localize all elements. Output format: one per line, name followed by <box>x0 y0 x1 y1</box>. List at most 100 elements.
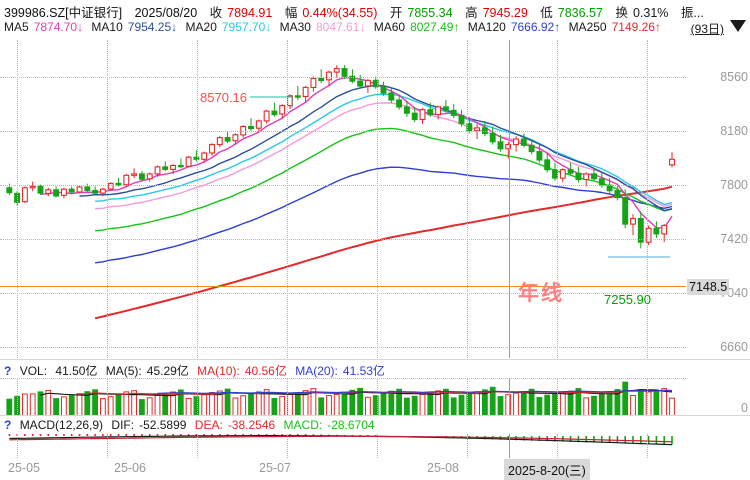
gridline-h <box>0 347 686 348</box>
volume-axis: 0 <box>686 360 750 416</box>
gridline-v <box>107 378 108 416</box>
gridline-v <box>107 40 108 358</box>
macd-plot[interactable] <box>0 434 686 458</box>
volume-ma5-label: MA(5): <box>105 364 142 378</box>
price-tick: 6660 <box>720 340 748 354</box>
gridline-v <box>287 378 288 416</box>
gridline-v <box>287 434 288 458</box>
turnover-label: 换 <box>615 6 628 20</box>
price-tick: 7420 <box>720 232 748 246</box>
volume-plot[interactable] <box>0 378 686 416</box>
help-icon[interactable]: ? <box>4 418 12 432</box>
macd-hist-value: -28.6704 <box>327 418 375 432</box>
close-value: 7894.91 <box>227 6 273 20</box>
macd-panel[interactable]: ? MACD(12,26,9) DIF: -52.5899 DEA: -38.254… <box>0 416 750 458</box>
current-price-tag: 7148.5 <box>687 279 730 295</box>
change-value: 0.44%(34.55) <box>302 6 378 20</box>
gridline-v <box>467 434 468 458</box>
price-panel[interactable]: 8570.16 7255.90 年线 8560 8180 7800 7420 7… <box>0 40 750 358</box>
quote-date: 2025/08/20 <box>134 6 198 20</box>
macd-hist-label: MACD: <box>283 418 323 432</box>
gridline-v <box>557 434 558 458</box>
price-tick: 8560 <box>720 70 748 84</box>
ma250-name: MA250 <box>568 20 607 34</box>
year-line-annotation: 年线 <box>518 282 564 305</box>
crosshair-vertical-line[interactable] <box>509 434 510 458</box>
ma20-name: MA20 <box>185 20 217 34</box>
high-value: 7945.29 <box>482 6 528 20</box>
ma10-name: MA10 <box>91 20 123 34</box>
low-label: 低 <box>540 6 553 20</box>
amplitude-label: 振... <box>680 6 704 20</box>
volume-caption: ? VOL: 41.50亿 MA(5): 45.29亿 MA(10): 40.56亿… <box>4 362 385 379</box>
ma120-value: 7666.92 <box>510 20 555 34</box>
crosshair-vertical-line[interactable] <box>509 40 510 358</box>
volume-ma20-label: MA(20): <box>295 364 338 378</box>
gridline-v <box>197 40 198 358</box>
volume-ma10-label: MA(10): <box>197 364 240 378</box>
ma250-arrow-icon: ↑ <box>654 20 661 34</box>
crosshair-vertical-line[interactable] <box>509 378 510 416</box>
macd-dif-value: -52.5899 <box>139 418 187 432</box>
volume-ma5-value: 45.29亿 <box>146 364 189 378</box>
open-value: 7855.34 <box>407 6 453 20</box>
change-label: 幅 <box>284 6 298 20</box>
ma60-name: MA60 <box>373 20 406 34</box>
open-label: 开 <box>389 6 403 20</box>
gridline-v <box>647 378 648 416</box>
gridline-v <box>197 434 198 458</box>
time-tick: 25-07 <box>259 461 291 475</box>
ma60-arrow-icon: ↑ <box>453 20 460 34</box>
current-price-line <box>0 286 686 287</box>
time-tick: 25-06 <box>114 461 146 475</box>
period-selector[interactable]: (93日) <box>690 22 724 36</box>
volume-ma20-value: 41.53亿 <box>342 364 385 378</box>
low-value: 7836.57 <box>557 6 603 20</box>
ma30-arrow-icon: ↓ <box>359 20 366 34</box>
gridline-h <box>0 131 686 132</box>
macd-title: MACD(12,26,9) <box>19 418 104 432</box>
ma10-value: 7954.25 <box>127 20 172 34</box>
ma10-arrow-icon: ↓ <box>171 20 178 34</box>
ma-legend-row: MA5 7874.70↓ MA10 7954.25↓ MA20 7957.70↓ MA… <box>4 20 750 34</box>
gridline-h <box>0 378 686 379</box>
volume-panel[interactable]: ? VOL: 41.50亿 MA(5): 45.29亿 MA(10): 40.56亿… <box>0 360 750 416</box>
ma5-name: MA5 <box>4 20 29 34</box>
gridline-v <box>197 378 198 416</box>
time-axis[interactable]: 25-05 25-06 25-07 25-08 2025-8-20(三) <box>0 458 750 480</box>
crosshair-date-tag: 2025-8-20(三) <box>504 459 590 480</box>
ma30-name: MA30 <box>279 20 311 34</box>
turnover-value: 0.31% <box>632 6 669 20</box>
low-annotation: 7255.90 <box>604 292 651 307</box>
time-tick: 25-08 <box>427 461 459 475</box>
panel-divider <box>0 415 750 416</box>
candlestick-series <box>6 65 675 320</box>
symbol-label[interactable]: 399986.SZ[中证银行] <box>4 6 123 20</box>
gridline-v <box>287 40 288 358</box>
help-icon[interactable]: ? <box>4 364 12 378</box>
gridline-v <box>467 40 468 358</box>
panel-divider <box>0 359 750 360</box>
ma30-value: 8047.61 <box>315 20 360 34</box>
gridline-v <box>17 40 18 358</box>
price-tick: 8180 <box>720 124 748 138</box>
gridline-v <box>557 378 558 416</box>
macd-dea-label: DEA: <box>194 418 223 432</box>
price-tick: 7800 <box>720 178 748 192</box>
macd-caption: ? MACD(12,26,9) DIF: -52.5899 DEA: -38.254… <box>4 418 375 432</box>
price-axis[interactable]: 8560 8180 7800 7420 7040 6660 7148.5 <box>686 40 750 358</box>
price-plot[interactable]: 8570.16 7255.90 年线 <box>0 40 686 358</box>
gridline-v <box>107 434 108 458</box>
gridline-v <box>377 378 378 416</box>
gridline-v <box>17 378 18 416</box>
volume-title: VOL: <box>19 364 48 378</box>
high-label: 高 <box>465 6 478 20</box>
volume-ma10-value: 40.56亿 <box>244 364 287 378</box>
gridline-h <box>0 239 686 240</box>
ma120-arrow-icon: ↑ <box>554 20 561 34</box>
chevron-down-icon[interactable] <box>730 20 746 32</box>
macd-dea-value: -38.2546 <box>227 418 276 432</box>
gridline-h <box>0 185 686 186</box>
gridline-h <box>0 293 686 294</box>
